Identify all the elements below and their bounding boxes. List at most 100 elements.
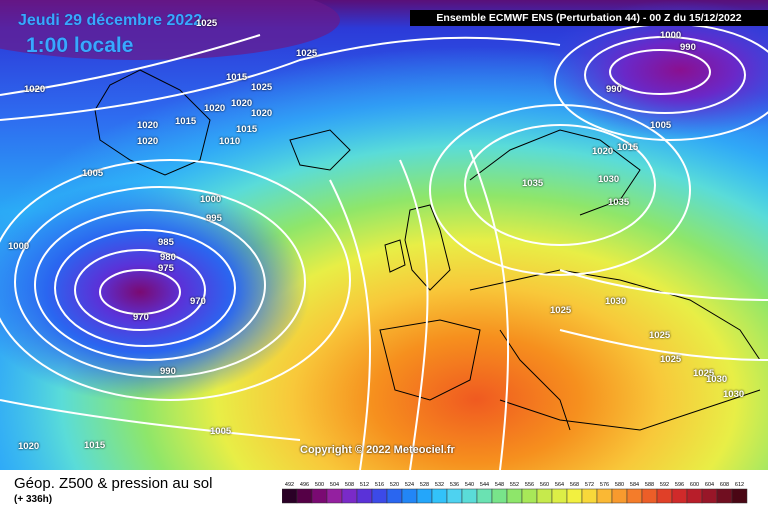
legend-color-swatch bbox=[671, 488, 688, 504]
legend-tick-label: 508 bbox=[345, 482, 354, 488]
isobar-label: 985 bbox=[158, 237, 174, 248]
legend-color-swatch bbox=[371, 488, 388, 504]
legend-color-swatch bbox=[461, 488, 478, 504]
isobar-label: 1000 bbox=[8, 241, 30, 252]
isobar-label: 1000 bbox=[200, 194, 222, 205]
legend-color-swatch bbox=[476, 488, 493, 504]
legend-color-swatch bbox=[611, 488, 628, 504]
legend-color-swatch bbox=[731, 488, 748, 504]
isobar-label: 1025 bbox=[196, 18, 218, 29]
isobar-label: 975 bbox=[158, 263, 174, 274]
legend-tick-label: 496 bbox=[300, 482, 309, 488]
isobar-label: 990 bbox=[606, 84, 622, 95]
legend-color-swatch bbox=[416, 488, 433, 504]
legend-color-swatch bbox=[506, 488, 523, 504]
legend-tick-label: 604 bbox=[705, 482, 714, 488]
legend-tick-label: 528 bbox=[420, 482, 429, 488]
isobar-label: 1030 bbox=[598, 174, 620, 185]
legend-tick-label: 520 bbox=[390, 482, 399, 488]
legend-color-swatch bbox=[401, 488, 418, 504]
isobar-label: 1025 bbox=[296, 48, 318, 59]
isobar-label: 1020 bbox=[137, 120, 159, 131]
legend-color-swatch bbox=[641, 488, 658, 504]
copyright-text: Copyright © 2022 Meteociel.fr bbox=[300, 444, 455, 456]
legend-tick-label: 524 bbox=[405, 482, 414, 488]
forecast-hour: 1:00 locale bbox=[26, 34, 134, 57]
isobar-label: 1030 bbox=[605, 296, 627, 307]
legend-tick-label: 556 bbox=[525, 482, 534, 488]
legend-color-swatch bbox=[536, 488, 553, 504]
legend-tick-label: 568 bbox=[570, 482, 579, 488]
isobar-label: 1025 bbox=[550, 305, 572, 316]
model-run-banner: Ensemble ECMWF ENS (Perturbation 44) - 0… bbox=[410, 10, 768, 26]
legend-color-swatch bbox=[656, 488, 673, 504]
legend-tick-label: 532 bbox=[435, 482, 444, 488]
legend-tick-label: 572 bbox=[585, 482, 594, 488]
legend-tick-label: 544 bbox=[480, 482, 489, 488]
isobar-label: 1005 bbox=[650, 120, 672, 131]
legend-color-swatch bbox=[491, 488, 508, 504]
isobars bbox=[0, 23, 768, 470]
legend-color-swatch bbox=[521, 488, 538, 504]
legend-tick-label: 516 bbox=[375, 482, 384, 488]
forecast-date: Jeudi 29 décembre 2022 bbox=[18, 12, 203, 29]
isobar-label: 1005 bbox=[210, 426, 232, 437]
legend-color-swatch bbox=[716, 488, 733, 504]
color-scale-legend: 492 496 500 504 508 512 516 520 524 528 532 536 540 5… bbox=[282, 482, 748, 504]
isobar-label: 1020 bbox=[231, 98, 253, 109]
legend-color-swatch bbox=[356, 488, 373, 504]
legend-tick-label: 492 bbox=[285, 482, 294, 488]
legend-tick-label: 580 bbox=[615, 482, 624, 488]
isobar-label: 995 bbox=[206, 213, 222, 224]
legend-color-swatch bbox=[701, 488, 718, 504]
legend-color-swatch bbox=[626, 488, 643, 504]
isobar-label: 1020 bbox=[204, 103, 226, 114]
z500-pressure-map bbox=[0, 0, 768, 470]
isobar-label: 1030 bbox=[706, 374, 728, 385]
isobar-label: 1020 bbox=[24, 84, 46, 95]
isobar-label: 1015 bbox=[175, 116, 197, 127]
isobar-label: 1025 bbox=[649, 330, 671, 341]
legend-tick-label: 504 bbox=[330, 482, 339, 488]
isobar-label: 990 bbox=[160, 366, 176, 377]
isobar-label: 1035 bbox=[522, 178, 544, 189]
isobar-label: 1010 bbox=[219, 136, 241, 147]
isobar-label: 1015 bbox=[84, 440, 106, 451]
isobar-label: 1015 bbox=[236, 124, 258, 135]
isobar-label: 1030 bbox=[723, 389, 745, 400]
legend-tick-label: 548 bbox=[495, 482, 504, 488]
isobar-label: 1005 bbox=[82, 168, 104, 179]
chart-lead-time: (+ 336h) bbox=[14, 494, 53, 505]
legend-tick-label: 576 bbox=[600, 482, 609, 488]
chart-title: Géop. Z500 & pression au sol bbox=[14, 475, 213, 492]
legend-tick-label: 588 bbox=[645, 482, 654, 488]
isobar-label: 970 bbox=[190, 296, 206, 307]
legend-color-swatch bbox=[431, 488, 448, 504]
legend-tick-label: 584 bbox=[630, 482, 639, 488]
legend-tick-label: 540 bbox=[465, 482, 474, 488]
isobar-label: 1020 bbox=[251, 108, 273, 119]
legend-tick-label: 500 bbox=[315, 482, 324, 488]
legend-tick-label: 592 bbox=[660, 482, 669, 488]
legend-color-swatch bbox=[686, 488, 703, 504]
legend-tick-label: 596 bbox=[675, 482, 684, 488]
legend-tick-label: 560 bbox=[540, 482, 549, 488]
isobar-label: 1000 bbox=[660, 30, 682, 41]
legend-color-swatch bbox=[596, 488, 613, 504]
isobar-label: 1020 bbox=[18, 441, 40, 452]
legend-color-swatch bbox=[446, 488, 463, 504]
legend-color-swatch bbox=[581, 488, 598, 504]
legend-color-swatch bbox=[282, 488, 298, 504]
legend-color-swatch bbox=[386, 488, 403, 504]
isobar-label: 1025 bbox=[660, 354, 682, 365]
legend-tick-label: 564 bbox=[555, 482, 564, 488]
legend-color-swatch bbox=[326, 488, 343, 504]
legend-tick-label: 612 bbox=[735, 482, 744, 488]
coastlines bbox=[94, 69, 761, 431]
legend-color-swatch bbox=[341, 488, 358, 504]
isobar-label: 1025 bbox=[693, 368, 715, 379]
legend-color-swatch bbox=[566, 488, 583, 504]
legend-color-swatch bbox=[296, 488, 313, 504]
legend-tick-label: 608 bbox=[720, 482, 729, 488]
